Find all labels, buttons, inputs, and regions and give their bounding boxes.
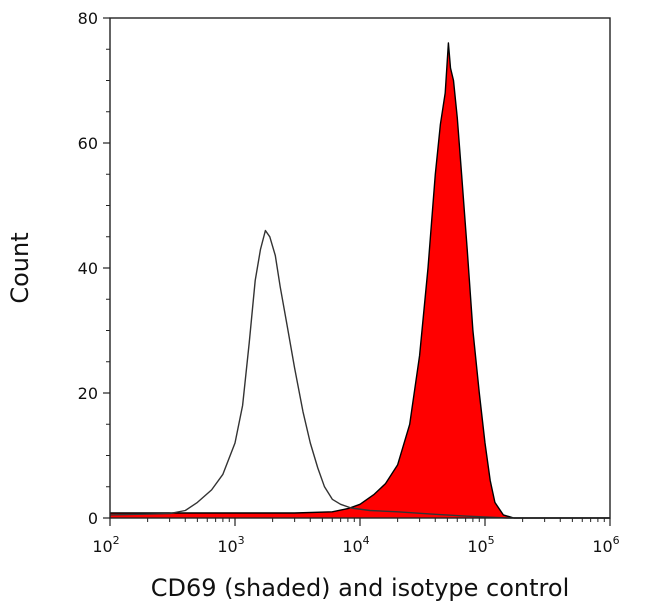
labels: Count CD69 (shaded) and isotype control bbox=[6, 232, 569, 602]
y-tick-label: 40 bbox=[78, 259, 98, 278]
x-tick-label: 103 bbox=[217, 534, 244, 556]
series-1-line bbox=[109, 229, 610, 519]
y-tick-label: 20 bbox=[78, 384, 98, 403]
y-tick-label: 60 bbox=[78, 134, 98, 153]
plot-frame bbox=[109, 17, 611, 519]
y-axis-title: Count bbox=[6, 232, 34, 303]
x-tick-label: 104 bbox=[342, 534, 369, 556]
plot-area bbox=[109, 42, 610, 519]
y-tick-label: 80 bbox=[78, 9, 98, 28]
axes: 102 103 104 105 106 0 20 40 60 80 bbox=[78, 9, 620, 556]
x-tick-label: 106 bbox=[592, 534, 619, 556]
series-0-outline bbox=[110, 42, 610, 519]
x-tick-label: 102 bbox=[92, 534, 119, 556]
x-tick-label: 105 bbox=[467, 534, 494, 556]
series-0-area bbox=[110, 43, 610, 518]
x-axis-title: CD69 (shaded) and isotype control bbox=[151, 574, 570, 602]
y-tick-label: 0 bbox=[88, 509, 98, 528]
